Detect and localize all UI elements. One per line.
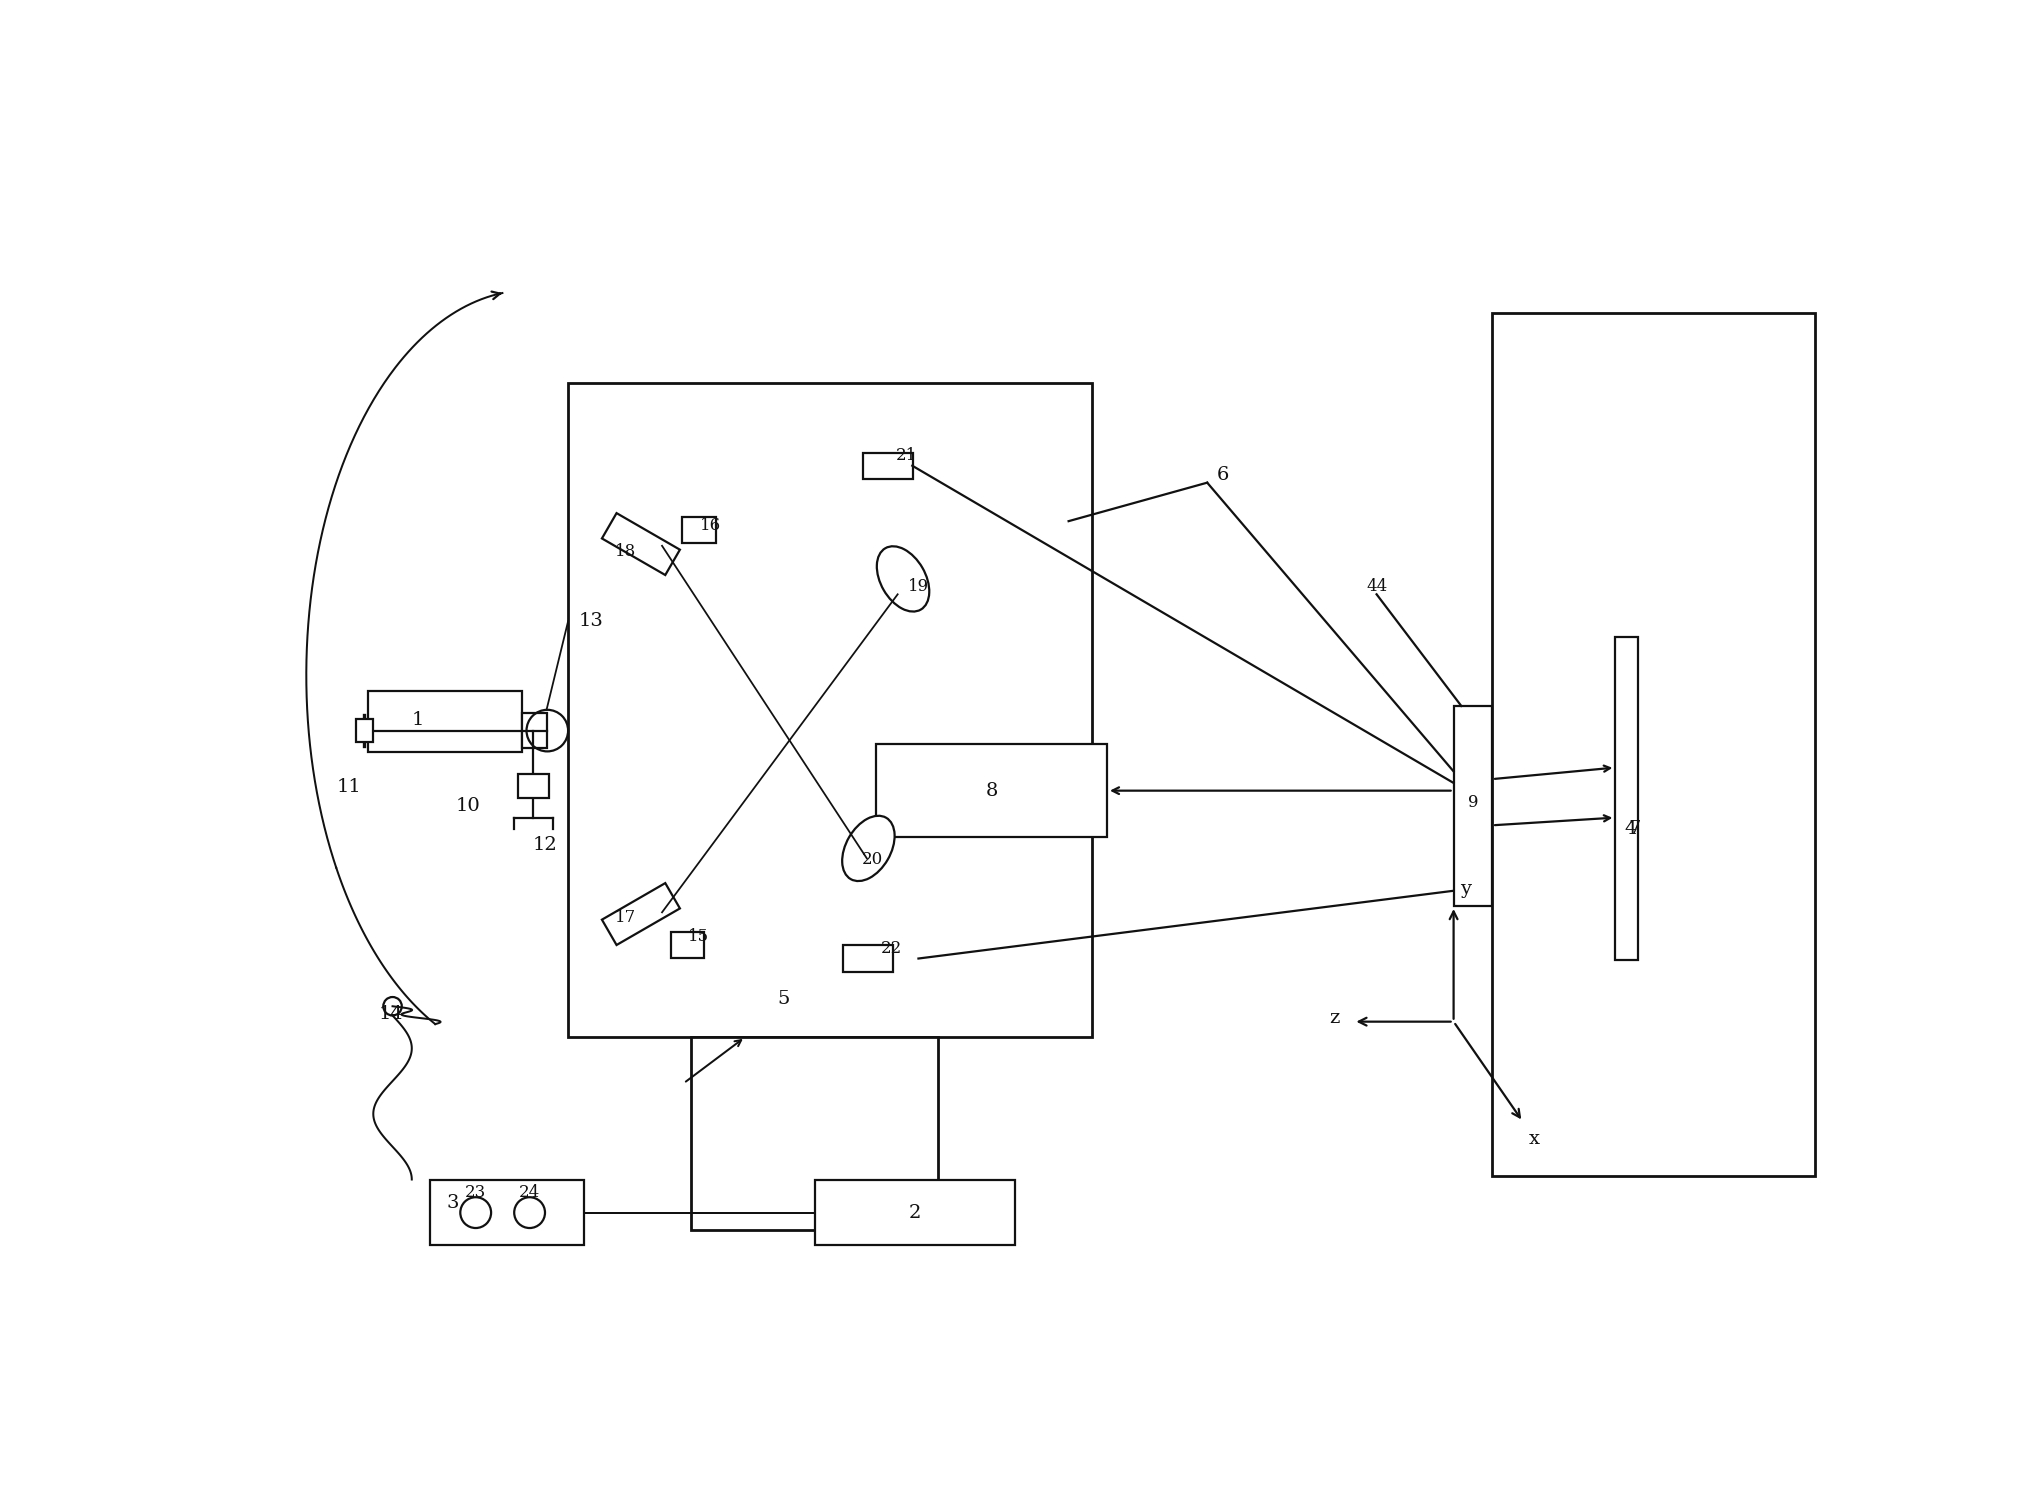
Text: 19: 19 bbox=[907, 578, 928, 595]
Bar bbox=[602, 883, 679, 946]
Text: 3: 3 bbox=[447, 1194, 459, 1212]
Text: 20: 20 bbox=[860, 852, 883, 868]
Bar bbox=[1615, 636, 1637, 961]
Bar bbox=[357, 719, 373, 743]
Bar bbox=[367, 690, 522, 751]
Text: 6: 6 bbox=[1215, 466, 1227, 484]
Text: 18: 18 bbox=[616, 544, 636, 560]
Bar bbox=[814, 1179, 1013, 1245]
Bar bbox=[875, 744, 1107, 837]
Bar bbox=[691, 1037, 938, 1230]
Text: 16: 16 bbox=[699, 517, 720, 533]
Ellipse shape bbox=[842, 816, 895, 881]
Text: 7: 7 bbox=[1627, 820, 1639, 838]
Text: 14: 14 bbox=[379, 1005, 404, 1023]
Text: 21: 21 bbox=[895, 447, 918, 465]
Bar bbox=[681, 517, 716, 544]
Text: 1: 1 bbox=[412, 711, 424, 729]
Text: 10: 10 bbox=[455, 798, 479, 816]
Text: y: y bbox=[1460, 880, 1470, 898]
Text: 9: 9 bbox=[1466, 793, 1478, 811]
Text: 23: 23 bbox=[465, 1185, 485, 1201]
Bar bbox=[842, 946, 893, 971]
Bar bbox=[1491, 314, 1815, 1176]
Text: x: x bbox=[1527, 1129, 1539, 1147]
Text: 4: 4 bbox=[1623, 820, 1635, 838]
Text: 24: 24 bbox=[518, 1185, 540, 1201]
Bar bbox=[1454, 707, 1491, 907]
Text: 15: 15 bbox=[687, 928, 710, 946]
Text: 5: 5 bbox=[777, 989, 789, 1007]
Text: 8: 8 bbox=[985, 781, 997, 799]
Text: 11: 11 bbox=[336, 778, 361, 796]
Bar bbox=[862, 453, 911, 478]
Bar bbox=[567, 382, 1091, 1037]
Text: 44: 44 bbox=[1366, 578, 1387, 595]
Text: 22: 22 bbox=[881, 940, 901, 958]
Text: 12: 12 bbox=[532, 835, 557, 853]
Ellipse shape bbox=[877, 547, 930, 611]
Bar bbox=[522, 713, 546, 748]
Text: 13: 13 bbox=[579, 613, 604, 630]
Bar bbox=[602, 512, 679, 575]
Bar bbox=[430, 1179, 583, 1245]
Text: 2: 2 bbox=[907, 1204, 920, 1222]
Bar bbox=[671, 932, 703, 958]
Text: 17: 17 bbox=[616, 910, 636, 926]
Bar bbox=[518, 774, 548, 798]
Text: z: z bbox=[1329, 1008, 1340, 1026]
